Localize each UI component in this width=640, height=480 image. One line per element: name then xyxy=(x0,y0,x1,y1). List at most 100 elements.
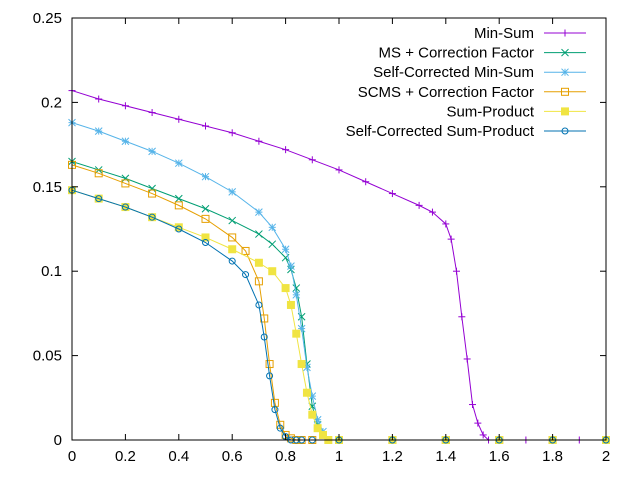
data-point xyxy=(201,204,210,213)
series-line xyxy=(71,189,606,441)
series-line xyxy=(71,164,606,441)
data-point xyxy=(148,213,156,221)
data-point xyxy=(228,233,237,242)
data-point xyxy=(281,284,290,293)
legend-entry: Sum-Product xyxy=(446,103,586,120)
data-point xyxy=(318,430,327,439)
data-point xyxy=(175,225,183,233)
data-point xyxy=(303,363,311,372)
data-point xyxy=(94,169,103,178)
data-point xyxy=(228,188,237,196)
y-tick-label: 0.15 xyxy=(33,179,62,196)
legend-entry: MS + Correction Factor xyxy=(379,45,586,62)
data-point xyxy=(175,115,183,123)
data-point xyxy=(241,246,250,255)
legend-marker xyxy=(561,87,569,96)
legend-marker xyxy=(561,48,569,57)
data-point xyxy=(287,262,295,270)
y-tick-label: 0.1 xyxy=(41,263,62,280)
data-point xyxy=(302,388,311,397)
data-point xyxy=(260,333,268,341)
data-point xyxy=(271,406,279,414)
x-tick-label: 1 xyxy=(335,448,343,465)
series-0 xyxy=(68,87,610,444)
data-point xyxy=(281,245,290,254)
x-tick-label: 0.6 xyxy=(222,448,243,465)
legend-entry: Self-Corrected Sum-Product xyxy=(346,123,586,140)
data-point xyxy=(94,127,103,135)
data-point xyxy=(282,146,290,154)
data-point xyxy=(95,195,103,203)
data-point xyxy=(228,257,236,265)
x-tick-label: 1.2 xyxy=(382,448,403,465)
data-point xyxy=(148,189,157,198)
data-point xyxy=(255,137,263,145)
series-4 xyxy=(68,186,610,444)
data-point xyxy=(201,172,210,181)
legend: Min-Sum MS + Correction Factor Self-Correc… xyxy=(346,25,586,140)
series-line xyxy=(71,90,606,441)
data-point xyxy=(121,203,129,211)
legend-label: Self-Corrected Min-Sum xyxy=(373,64,534,81)
data-point xyxy=(202,122,209,130)
data-point xyxy=(254,277,263,286)
x-tick-label: 1.8 xyxy=(542,448,563,465)
data-point xyxy=(254,258,263,267)
legend-label: MS + Correction Factor xyxy=(379,45,534,62)
data-point xyxy=(201,233,210,242)
plot-series xyxy=(68,87,610,444)
x-tick-label: 0.2 xyxy=(115,448,136,465)
x-tick-label: 1.6 xyxy=(489,448,510,465)
data-point xyxy=(255,208,263,216)
series-5 xyxy=(68,186,610,444)
data-point xyxy=(268,267,277,276)
data-point xyxy=(202,239,209,247)
data-point xyxy=(148,184,156,193)
data-point xyxy=(292,284,301,292)
data-point xyxy=(469,401,476,409)
data-point xyxy=(479,431,487,439)
data-point xyxy=(95,95,103,103)
data-point xyxy=(335,166,343,174)
legend-label: Sum-Product xyxy=(446,103,534,120)
data-point xyxy=(428,208,436,216)
data-point xyxy=(266,372,274,380)
data-point xyxy=(463,355,471,363)
data-point xyxy=(308,410,317,419)
data-point xyxy=(148,109,156,117)
data-point xyxy=(201,214,210,223)
data-point xyxy=(255,301,263,309)
data-point xyxy=(458,313,466,321)
legend-label: SCMS + Correction Factor xyxy=(358,84,534,101)
data-point xyxy=(442,220,450,228)
legend-entry: SCMS + Correction Factor xyxy=(358,84,586,101)
data-point xyxy=(265,360,274,369)
data-point xyxy=(292,290,301,299)
data-point xyxy=(313,424,322,433)
data-point xyxy=(242,271,250,279)
data-point xyxy=(415,201,423,209)
plot-frame xyxy=(71,17,607,441)
legend-marker xyxy=(561,107,569,116)
data-point xyxy=(297,360,306,369)
y-tick-label: 0.2 xyxy=(41,94,62,111)
data-point xyxy=(474,419,482,427)
y-tick-label: 0 xyxy=(54,432,62,449)
data-point xyxy=(268,223,277,232)
data-point xyxy=(121,174,130,183)
series-line xyxy=(71,161,606,441)
legend-label: Min-Sum xyxy=(474,25,534,42)
data-point xyxy=(121,137,130,146)
data-point xyxy=(228,245,237,254)
legend-marker xyxy=(561,68,569,77)
data-point xyxy=(388,190,396,198)
legend-marker xyxy=(561,127,569,135)
axes: 0 0.2 0.4 0.6 0.8 1 1.2 1.4 1.6 1.8 2 0 0.05 0.1 0.15 0… xyxy=(33,10,610,465)
data-point xyxy=(308,156,316,164)
data-point xyxy=(255,230,263,238)
x-tick-label: 1.4 xyxy=(435,448,456,465)
data-point xyxy=(148,147,156,156)
data-point xyxy=(447,235,455,243)
data-point xyxy=(286,300,295,309)
